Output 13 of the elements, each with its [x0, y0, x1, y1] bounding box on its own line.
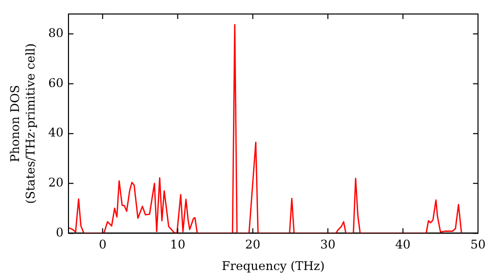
x-tick-label: 0 [98, 238, 106, 252]
x-tick-label: 30 [320, 238, 336, 252]
x-tick-label: 40 [395, 238, 411, 252]
y-tick-label: 40 [48, 126, 64, 140]
y-tick-label: 0 [56, 225, 64, 240]
x-tick-label: 20 [245, 238, 260, 252]
y-tick-label: 60 [48, 76, 64, 90]
x-tick-label: 50 [470, 238, 486, 252]
y-axis-title: Phonon DOS (States/THz·primitive cell) [8, 43, 38, 204]
y-tick-label: 80 [48, 26, 64, 40]
x-tick-label: 10 [170, 238, 186, 252]
x-axis-title: Frequency (THz) [222, 258, 325, 273]
y-tick-label: 20 [48, 176, 64, 190]
